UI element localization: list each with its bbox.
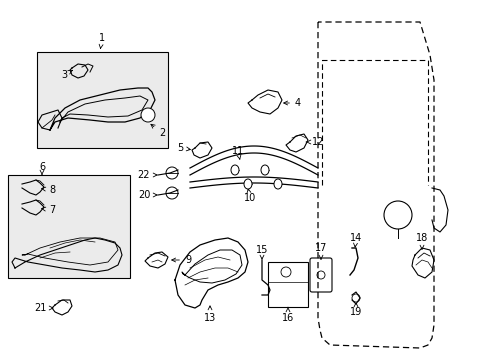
Ellipse shape [244, 179, 251, 189]
Text: 19: 19 [349, 303, 362, 317]
Circle shape [351, 294, 359, 302]
Circle shape [165, 187, 178, 199]
Text: 21: 21 [34, 303, 53, 313]
Text: 3: 3 [61, 70, 72, 80]
Text: 1: 1 [99, 33, 105, 49]
Ellipse shape [273, 179, 282, 189]
Text: 22: 22 [138, 170, 157, 180]
Text: 15: 15 [255, 245, 267, 259]
Text: 8: 8 [41, 185, 55, 195]
Text: 4: 4 [283, 98, 301, 108]
Text: 20: 20 [138, 190, 157, 200]
Text: 6: 6 [39, 162, 45, 175]
Circle shape [383, 201, 411, 229]
Bar [8, 175, 130, 278]
FancyBboxPatch shape [309, 258, 331, 292]
Text: 9: 9 [171, 255, 191, 265]
Text: 17: 17 [314, 243, 326, 259]
Text: 5: 5 [177, 143, 190, 153]
Circle shape [165, 167, 178, 179]
Circle shape [316, 271, 325, 279]
Text: 13: 13 [203, 306, 216, 323]
Circle shape [281, 267, 290, 277]
Text: 12: 12 [305, 137, 324, 147]
Text: 10: 10 [244, 189, 256, 203]
Circle shape [141, 108, 155, 122]
Ellipse shape [261, 165, 268, 175]
Bar [267, 262, 307, 307]
Ellipse shape [230, 165, 239, 175]
Bar [37, 52, 168, 148]
Text: 18: 18 [415, 233, 427, 249]
Text: 16: 16 [281, 307, 293, 323]
Text: 11: 11 [231, 146, 244, 159]
Text: 7: 7 [41, 205, 55, 215]
Text: 14: 14 [349, 233, 362, 247]
Text: 2: 2 [151, 124, 165, 138]
